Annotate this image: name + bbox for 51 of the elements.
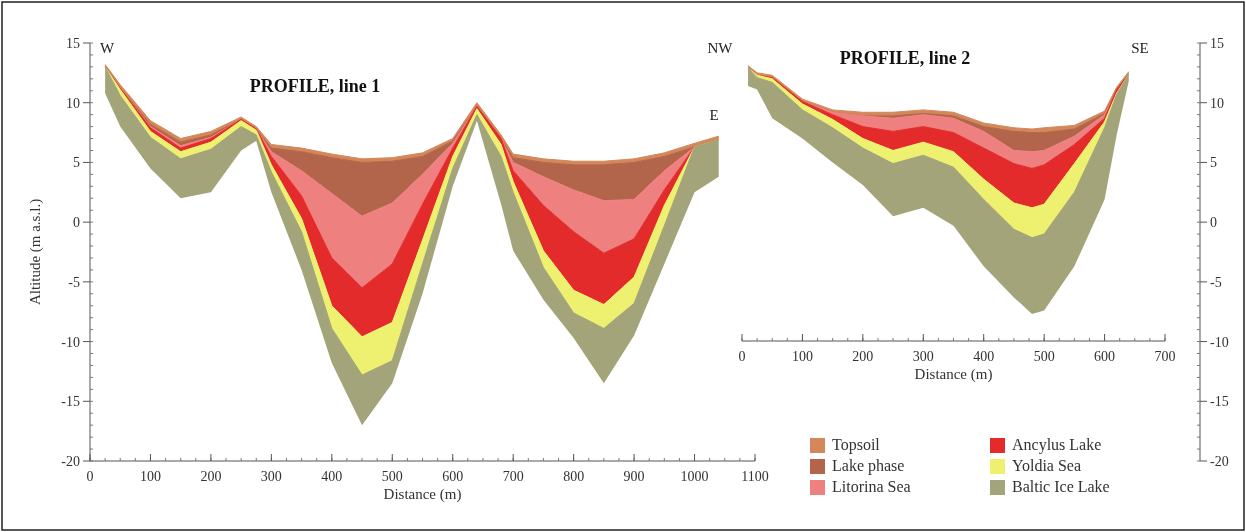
y2-tick-label: -10 <box>1210 334 1229 350</box>
x-tick-label: 1100 <box>741 469 769 484</box>
legend-label: Yoldia Sea <box>1012 457 1082 474</box>
y-tick-label: -10 <box>61 334 80 350</box>
x-tick-label: 0 <box>738 349 746 364</box>
x-tick-label: 700 <box>1154 349 1176 364</box>
y2-tick-label: -15 <box>1210 394 1229 410</box>
x-tick-label: 500 <box>1033 349 1055 364</box>
legend-label: Topsoil <box>832 436 881 454</box>
y-tick-label: 5 <box>73 155 80 171</box>
y-tick-label: 15 <box>66 36 80 51</box>
y2-tick-label: -20 <box>1210 454 1229 469</box>
x-tick-label: 600 <box>442 469 464 484</box>
x-tick-label: 200 <box>852 349 874 364</box>
legend-label: Lake phase <box>832 457 905 475</box>
text: PROFILE, line 1 <box>249 76 381 96</box>
y-axis-title: Altitude (m a.s.l.) <box>27 198 44 306</box>
x-tick-label: 400 <box>321 469 343 484</box>
chart-title: PROFILE, line 2 <box>839 48 971 68</box>
annotation: NW <box>707 40 734 56</box>
legend-label: Ancylus Lake <box>1012 436 1102 454</box>
y2-tick-label: 10 <box>1210 95 1224 111</box>
x-axis-title: Distance (m) <box>914 366 993 383</box>
x-tick-label: 0 <box>86 469 94 484</box>
x-tick-label: 900 <box>623 469 645 484</box>
annotation: SE <box>1131 40 1149 56</box>
annotation: W <box>99 40 115 56</box>
y2-tick-label: -5 <box>1210 274 1222 290</box>
y-tick-label: 0 <box>73 215 80 231</box>
y-tick-label: 10 <box>66 95 80 111</box>
x-tick-label: 1000 <box>680 469 709 484</box>
x-tick-label: 100 <box>791 349 813 364</box>
x-tick-label: 300 <box>260 469 282 484</box>
x-tick-label: 500 <box>381 469 403 484</box>
x-tick-label: 800 <box>563 469 585 484</box>
legend-label: Baltic Ice Lake <box>1012 478 1110 495</box>
legend-label: Litorina Sea <box>832 478 911 495</box>
x-axis-title: Distance (m) <box>383 486 462 503</box>
x-tick-label: 100 <box>139 469 161 484</box>
y-tick-label: -15 <box>61 394 80 410</box>
x-tick-label: 700 <box>502 469 524 484</box>
y2-tick-label: 0 <box>1210 215 1217 231</box>
x-tick-label: 600 <box>1094 349 1116 364</box>
y2-tick-label: 15 <box>1210 36 1224 51</box>
x-tick-label: 200 <box>200 469 222 484</box>
x-tick-label: 400 <box>973 349 995 364</box>
y-tick-label: -5 <box>68 274 80 290</box>
y-tick-label: -20 <box>61 454 80 469</box>
y2-tick-label: 5 <box>1210 155 1217 171</box>
annotation: E <box>709 107 719 123</box>
x-tick-label: 300 <box>912 349 934 364</box>
